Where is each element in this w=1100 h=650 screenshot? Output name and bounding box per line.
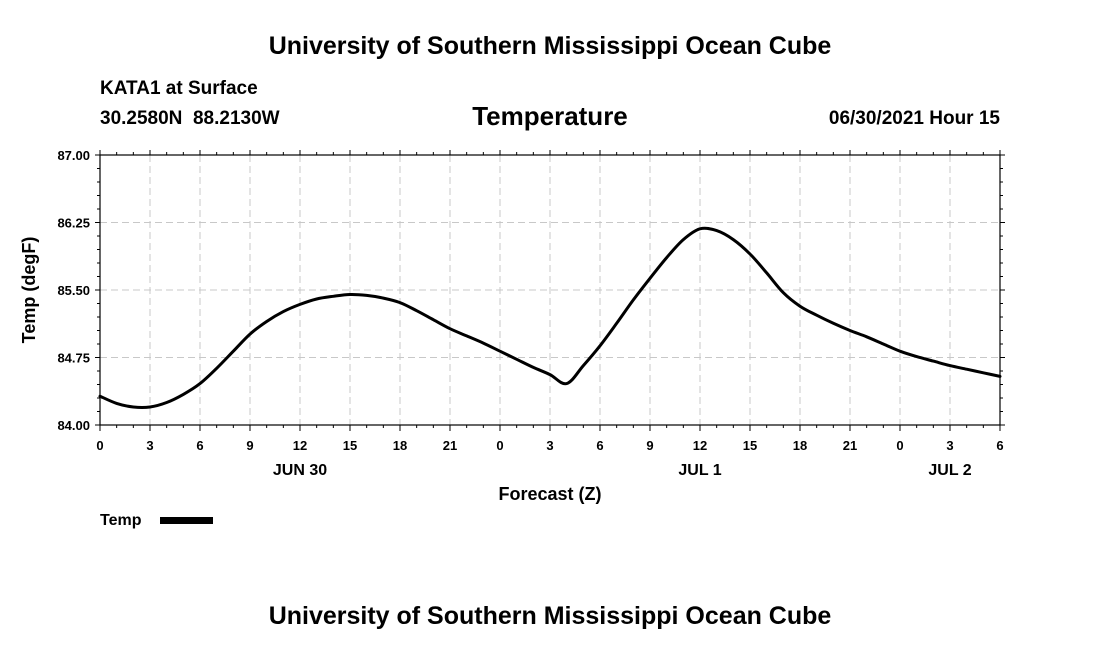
y-tick-label: 86.25 <box>57 216 90 231</box>
y-tick-labels: 84.00 84.75 85.50 86.25 87.00 <box>57 148 90 433</box>
date-labels: JUN 30 JUL 1 JUL 2 <box>273 462 972 479</box>
x-tick-label: 21 <box>443 438 457 453</box>
x-tick-label: 6 <box>596 438 603 453</box>
legend-swatch <box>160 517 213 524</box>
y-tick-label: 84.75 <box>57 351 90 366</box>
x-tick-labels: 0 3 6 9 12 15 18 21 0 3 6 9 12 15 18 21 0 3 6 <box>96 438 1003 453</box>
x-tick-label: 12 <box>293 438 307 453</box>
series-line-temp <box>98 226 1002 410</box>
page-title: University of Southern Mississippi Ocean… <box>269 32 832 60</box>
x-tick-label: 0 <box>96 438 103 453</box>
x-tick-label: 9 <box>246 438 253 453</box>
x-tick-label: 3 <box>546 438 553 453</box>
y-tick-label: 84.00 <box>57 418 90 433</box>
x-tick-label: 18 <box>793 438 807 453</box>
x-tick-label: 0 <box>496 438 503 453</box>
x-tick-label: 15 <box>343 438 357 453</box>
legend: Temp <box>100 512 213 529</box>
y-tick-label: 85.50 <box>57 283 90 298</box>
station-label: KATA1 at Surface <box>100 78 258 99</box>
x-tick-label: 6 <box>196 438 203 453</box>
x-axis-title: Forecast (Z) <box>498 484 601 504</box>
legend-label: Temp <box>100 512 142 529</box>
footer-title: University of Southern Mississippi Ocean… <box>269 602 832 630</box>
x-tick-label: 0 <box>896 438 903 453</box>
x-tick-label: 21 <box>843 438 857 453</box>
x-tick-label: 12 <box>693 438 707 453</box>
date-label: JUL 1 <box>678 462 721 479</box>
grid-lines <box>100 155 1000 425</box>
date-label: JUL 2 <box>928 462 971 479</box>
x-tick-label: 3 <box>946 438 953 453</box>
timestamp-label: 06/30/2021 Hour 15 <box>829 108 1001 129</box>
chart-title: Temperature <box>472 101 628 131</box>
x-tick-label: 15 <box>743 438 757 453</box>
series-layer <box>98 226 1002 410</box>
y-tick-label: 87.00 <box>57 148 90 163</box>
y-axis-title: Temp (degF) <box>19 237 39 344</box>
plot-frame <box>99 154 1001 426</box>
x-tick-label: 3 <box>146 438 153 453</box>
date-label: JUN 30 <box>273 462 327 479</box>
x-tick-label: 18 <box>393 438 407 453</box>
x-tick-label: 6 <box>996 438 1003 453</box>
x-tick-label: 9 <box>646 438 653 453</box>
coordinates-label: 30.2580N 88.2130W <box>100 108 280 129</box>
